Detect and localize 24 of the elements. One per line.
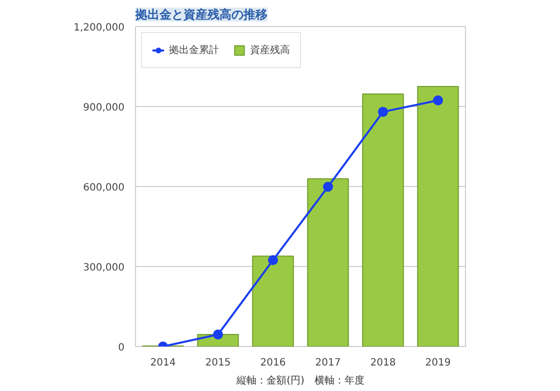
y-tick-label: 600,000 [83,182,125,194]
y-tick-label: 900,000 [83,102,125,114]
x-tick-label: 2018 [370,358,396,368]
bar [252,256,294,346]
x-tick-label: 2017 [315,358,341,368]
x-tick-label: 2016 [260,358,286,368]
point [323,182,333,192]
bar [362,93,404,346]
y-tick-label: 1,200,000 [74,22,125,34]
legend-label: 拠出金累計 [169,44,219,57]
x-tick-label: 2014 [150,358,176,368]
point [213,330,223,340]
x-tick-label: 2019 [425,358,451,368]
chart-title: 拠出金と資産残高の推移 [134,8,268,22]
legend-label: 資産残高 [250,44,290,57]
x-tick-label: 2015 [205,358,231,368]
point [378,106,388,117]
text: 縦軸：金額(円) 横軸：年度 [236,374,364,386]
y-tick-label: 300,000 [83,262,125,274]
bar [417,86,459,346]
point [433,95,443,106]
y-tick-label: 0 [118,342,125,354]
point [268,255,278,266]
bar [307,178,349,346]
